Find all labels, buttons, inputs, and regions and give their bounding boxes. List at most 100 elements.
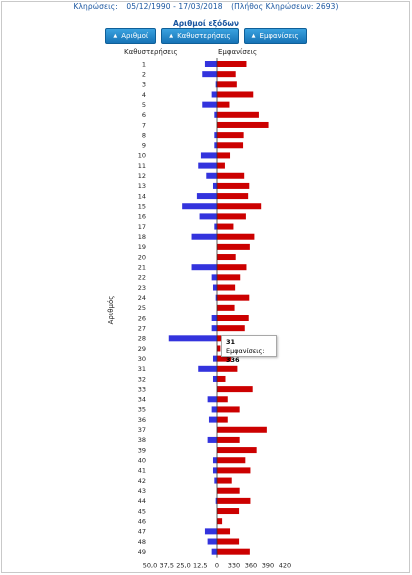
appearance-bar bbox=[217, 396, 228, 403]
appearance-bar bbox=[217, 203, 262, 210]
appearance-bar bbox=[217, 548, 250, 555]
sort-icon: ▲︎ bbox=[169, 33, 174, 39]
appearance-bar bbox=[217, 152, 231, 159]
appearance-bar bbox=[217, 426, 267, 433]
category-tick-label: 49 bbox=[138, 548, 146, 556]
category-tick-label: 11 bbox=[138, 162, 146, 170]
category-tick-label: 30 bbox=[138, 355, 146, 363]
category-tick-label: 28 bbox=[138, 335, 146, 343]
tooltip-number: 31 bbox=[226, 338, 236, 346]
appearance-bar bbox=[217, 71, 236, 78]
category-tick-label: 18 bbox=[138, 233, 146, 241]
sort-numbers-button[interactable]: ▲︎ Αριθμοί bbox=[105, 28, 157, 44]
appearance-bar bbox=[217, 294, 250, 301]
delay-bar bbox=[212, 355, 217, 362]
category-tick-label: 19 bbox=[138, 243, 146, 251]
sort-icon: ▲︎ bbox=[113, 33, 118, 39]
appearance-bar bbox=[217, 538, 240, 545]
delay-bar bbox=[191, 264, 217, 271]
category-tick-label: 8 bbox=[142, 131, 146, 139]
category-tick-label: 35 bbox=[138, 406, 146, 414]
category-tick-label: 29 bbox=[138, 345, 146, 353]
appearance-bar bbox=[217, 81, 237, 88]
category-tick-label: 32 bbox=[138, 375, 146, 383]
category-tick-label: 15 bbox=[138, 203, 146, 211]
category-tick-label: 17 bbox=[138, 223, 146, 231]
appearance-bar bbox=[217, 254, 236, 261]
appearance-bar bbox=[217, 121, 269, 128]
category-tick-label: 41 bbox=[138, 467, 146, 475]
sort-delays-label: Καθυστερήσεις bbox=[177, 32, 231, 40]
appearance-bar bbox=[217, 213, 246, 220]
category-tick-label: 39 bbox=[138, 446, 146, 454]
delay-bar bbox=[212, 284, 217, 291]
draws-total: (Πλήθος Κληρώσεων: 2693) bbox=[231, 2, 339, 11]
sort-appearances-button[interactable]: ▲︎ Εμφανίσεις bbox=[243, 28, 307, 44]
sort-numbers-label: Αριθμοί bbox=[121, 32, 149, 40]
delay-bar bbox=[202, 101, 217, 108]
delay-bar bbox=[211, 548, 217, 555]
appearance-bar bbox=[217, 487, 240, 494]
x-tick-label: 37,5 bbox=[160, 562, 174, 570]
category-tick-label: 2 bbox=[142, 70, 146, 78]
delay-bar bbox=[214, 132, 217, 139]
delay-bar bbox=[211, 274, 217, 281]
appearance-bar bbox=[217, 101, 230, 108]
delay-bar bbox=[168, 335, 217, 342]
appearance-bar bbox=[217, 111, 259, 118]
delay-bar bbox=[199, 213, 217, 220]
appearance-bar bbox=[217, 193, 249, 200]
x-tick-label: 12,5 bbox=[193, 562, 207, 570]
delay-bar bbox=[212, 467, 217, 474]
appearance-bar bbox=[217, 142, 244, 149]
delay-bar bbox=[204, 528, 217, 535]
appearance-bar bbox=[217, 284, 236, 291]
delay-bar bbox=[215, 81, 217, 88]
category-tick-label: 23 bbox=[138, 284, 146, 292]
appearance-bar bbox=[217, 172, 245, 179]
delay-bar bbox=[212, 182, 217, 189]
draws-range: 05/12/1990 - 17/03/2018 bbox=[126, 2, 223, 11]
appearance-bar bbox=[217, 497, 251, 504]
appearance-bar bbox=[217, 162, 225, 169]
appearance-bar bbox=[217, 223, 234, 230]
appearance-bar bbox=[217, 406, 240, 413]
delay-bar bbox=[200, 152, 217, 159]
category-tick-label: 42 bbox=[138, 477, 146, 485]
category-tick-label: 25 bbox=[138, 304, 146, 312]
delay-bar bbox=[207, 436, 217, 443]
delay-bar bbox=[211, 315, 217, 321]
category-tick-label: 22 bbox=[138, 274, 146, 282]
appearance-bar bbox=[217, 508, 240, 515]
appearance-bar bbox=[217, 467, 251, 474]
category-tick-label: 4 bbox=[142, 91, 146, 99]
delay-bar bbox=[214, 477, 217, 484]
delay-bar bbox=[212, 375, 217, 382]
sort-appearances-label: Εμφανίσεις bbox=[259, 32, 299, 40]
category-tick-label: 34 bbox=[138, 396, 146, 404]
x-tick-label: 25,0 bbox=[176, 562, 190, 570]
category-tick-label: 48 bbox=[138, 538, 146, 546]
appearance-bar bbox=[217, 457, 246, 464]
category-tick-label: 45 bbox=[138, 507, 146, 515]
category-tick-label: 14 bbox=[138, 192, 146, 200]
category-tick-label: 20 bbox=[138, 253, 146, 261]
delay-bar bbox=[214, 223, 217, 230]
category-tick-label: 16 bbox=[138, 213, 146, 221]
appearance-bar bbox=[217, 264, 247, 271]
category-tick-label: 38 bbox=[138, 436, 146, 444]
y-axis-label: Αριθμός bbox=[107, 296, 115, 325]
sort-icon: ▲︎ bbox=[251, 33, 256, 39]
sort-delays-button[interactable]: ▲︎ Καθυστερήσεις bbox=[161, 28, 239, 44]
draws-label: Κληρώσεις: bbox=[73, 2, 118, 11]
tooltip-value: 336 bbox=[226, 356, 240, 364]
appearance-bar bbox=[217, 355, 232, 362]
appearance-bar bbox=[217, 304, 235, 311]
appearance-bar bbox=[217, 274, 241, 281]
delay-bar bbox=[191, 233, 217, 240]
appearance-bar bbox=[217, 61, 247, 67]
x-tick-label: 390 bbox=[262, 562, 274, 570]
appearance-bar bbox=[217, 325, 245, 332]
